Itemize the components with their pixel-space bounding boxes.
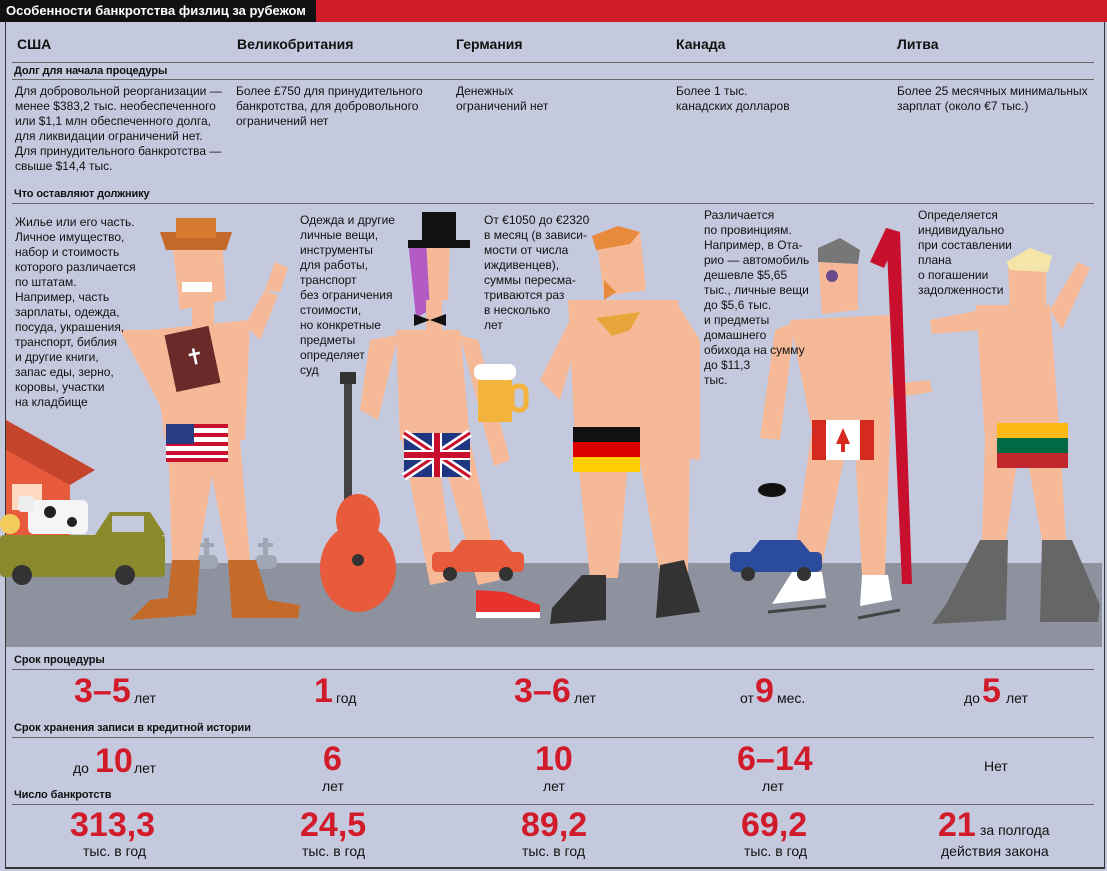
section-history-label: Срок хранения записи в кредитной истории [14, 722, 251, 734]
keep-usa: Жилье или его часть. Личное имущество, н… [15, 215, 136, 409]
country-germany: Германия [456, 36, 523, 52]
term-uk-value: 1 [314, 672, 333, 710]
count-usa-value: 313,3 [70, 806, 156, 844]
debt-canada: Более 1 тыс. канадских долларов [676, 84, 790, 113]
usa-man: ✝ [120, 218, 300, 620]
lithuania-man [930, 248, 1100, 624]
lithuania-flag-icon [997, 423, 1068, 468]
country-canada: Канада [676, 36, 726, 52]
section-term-label: Срок процедуры [14, 654, 105, 666]
term-canada-pre: от [740, 690, 754, 706]
divider [12, 669, 1094, 670]
keep-lithuania: Определяется индивидуально при составлен… [918, 208, 1012, 297]
term-uk-unit: год [336, 690, 357, 706]
hockey-stick-icon [870, 228, 912, 584]
count-lithuania-value: 21 [938, 806, 976, 844]
gravestone-icons [196, 538, 277, 569]
divider [12, 737, 1094, 738]
country-uk: Великобритания [237, 36, 354, 52]
red-car-icon [432, 540, 524, 581]
term-canada-unit: мес. [777, 690, 806, 706]
debt-usa: Для добровольной реорганизации — менее $… [15, 84, 222, 173]
count-canada-value: 69,2 [741, 806, 808, 844]
count-lithuania-post: за полгода [980, 822, 1050, 838]
history-usa-value: 10 [95, 742, 133, 780]
history-canada-value: 6–14 [737, 740, 813, 778]
history-germany-value: 10 [535, 740, 573, 778]
count-canada-unit: тыс. в год [744, 843, 808, 859]
usa-flag-icon [166, 424, 228, 462]
debt-lithuania: Более 25 месячных минимальных зарплат (о… [897, 84, 1088, 113]
term-canada-value: 9 [755, 672, 774, 710]
history-usa-unit: лет [134, 760, 156, 776]
term-germany-value: 3–6 [514, 672, 571, 710]
count-lithuania-unit: действия закона [941, 843, 1049, 859]
svg-text:✝: ✝ [183, 343, 206, 371]
section-count-label: Число банкротств [14, 789, 112, 801]
section-debt-label: Долг для начала процедуры [14, 65, 168, 77]
page-title: Особенности банкротства физлиц за рубежо… [0, 0, 316, 22]
term-lithuania-pre: до [964, 690, 980, 706]
cow [18, 496, 88, 534]
count-germany-value: 89,2 [521, 806, 588, 844]
term-usa-value: 3–5 [74, 672, 131, 710]
uk-flag-icon [401, 429, 473, 481]
count-uk-value: 24,5 [300, 806, 367, 844]
term-lithuania-value: 5 [982, 672, 1001, 710]
section-keep-label: Что оставляют должнику [14, 188, 150, 200]
keep-germany: От €1050 до €2320 в месяц (в зависи- мос… [484, 213, 590, 332]
count-usa-unit: тыс. в год [83, 843, 147, 859]
debt-germany: Денежных ограничений нет [456, 84, 549, 113]
history-germany-unit: лет [543, 778, 565, 794]
canada-flag-icon [812, 420, 874, 460]
history-lithuania-value: Нет [984, 758, 1008, 774]
uk-man [320, 212, 540, 618]
canada-man [758, 228, 932, 620]
history-usa-pre: до [73, 760, 89, 776]
blue-car-icon [730, 540, 822, 581]
count-germany-unit: тыс. в год [522, 843, 586, 859]
divider [12, 62, 1094, 63]
history-uk-value: 6 [323, 740, 342, 778]
term-lithuania-unit: лет [1006, 690, 1028, 706]
country-lithuania: Литва [897, 36, 939, 52]
divider [12, 203, 1094, 204]
germany-flag-icon [573, 427, 640, 472]
count-uk-unit: тыс. в год [302, 843, 366, 859]
term-usa-unit: лет [134, 690, 156, 706]
divider [12, 79, 1094, 80]
term-germany-unit: лет [574, 690, 596, 706]
frame [5, 22, 1105, 869]
hockey-puck-icon [758, 483, 786, 497]
debt-uk: Более £750 для принудительного банкротст… [236, 84, 423, 128]
divider [12, 804, 1094, 805]
beer-mug-icon [474, 364, 529, 422]
history-uk-unit: лет [322, 778, 344, 794]
country-usa: США [17, 36, 52, 52]
pickup-truck-icon [0, 512, 165, 585]
history-canada-unit: лет [762, 778, 784, 794]
guitar-icon [320, 372, 396, 612]
keep-canada: Различается по провинциям. Например, в О… [704, 208, 810, 387]
keep-uk: Одежда и другие личные вещи, инструменты… [300, 213, 395, 377]
title-bar: Особенности банкротства физлиц за рубежо… [0, 0, 1107, 22]
germany-man [474, 226, 700, 624]
